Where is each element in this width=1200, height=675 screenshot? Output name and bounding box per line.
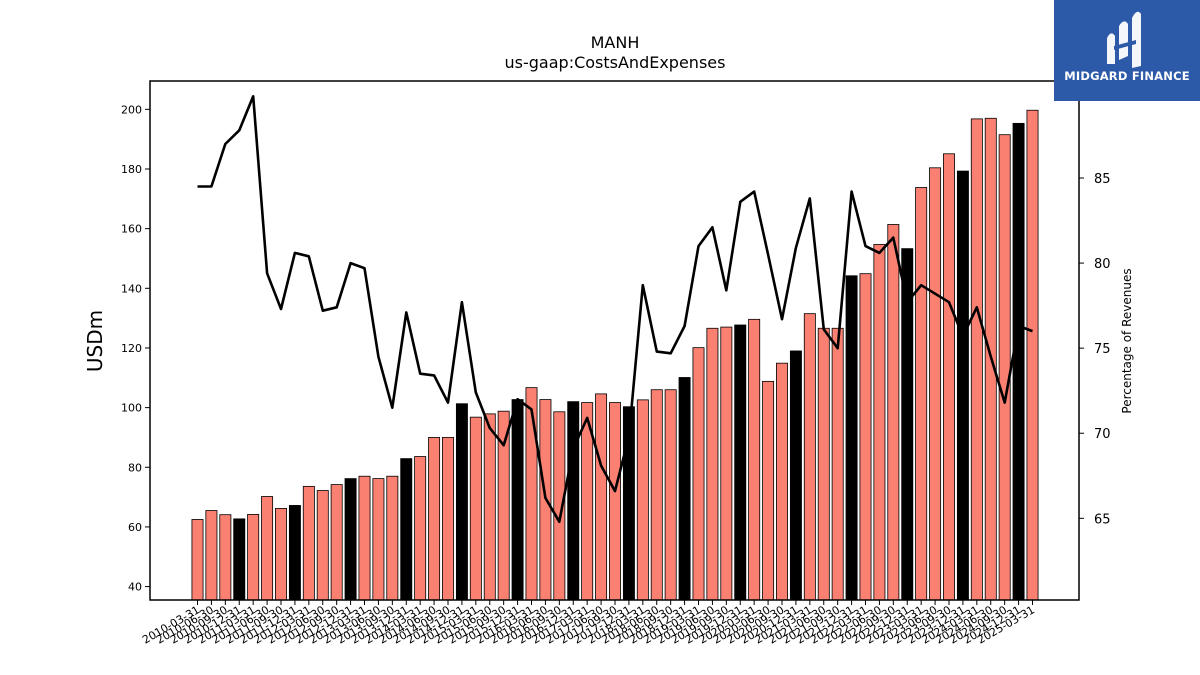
bar-2016-03-31 [525, 387, 538, 601]
y-tick-label: 40 [128, 581, 142, 594]
x-axis: 2010-03-312010-06-302010-09-302010-12-31… [140, 600, 1037, 647]
y-tick-label: 120 [121, 342, 142, 355]
percentage-line [197, 95, 1033, 524]
bar-2025-03-31 [1026, 109, 1039, 601]
bar-2024-09-30 [998, 134, 1011, 601]
bar-2014-03-31 [414, 456, 427, 601]
bar-2012-09-30 [330, 484, 343, 601]
bar-2017-09-30 [609, 402, 621, 601]
bar-2012-12-31 [344, 478, 357, 601]
bar-2022-09-30 [887, 224, 900, 601]
bar-2015-03-31 [469, 416, 482, 601]
bar-2018-12-31 [678, 377, 691, 601]
bar-2019-12-31 [734, 324, 747, 601]
bar-2021-09-30 [831, 327, 844, 601]
y2-tick-label: 80 [1094, 257, 1111, 272]
bar-2015-12-31 [511, 399, 524, 601]
bar-2019-06-30 [706, 327, 719, 601]
y-axis: 40 60 80 100 120 140 160 180 200 [121, 103, 150, 594]
bar-2014-12-31 [455, 403, 468, 601]
bar-2019-09-30 [720, 326, 733, 601]
line-group [197, 95, 1033, 524]
bar-2019-03-31 [692, 347, 705, 601]
brand-logo: MIDGARD FINANCE [1054, 0, 1200, 101]
y2-tick-label: 75 [1094, 342, 1111, 357]
bar-2010-09-30 [219, 514, 232, 601]
bars-group [191, 109, 1039, 601]
bar-2020-03-31 [748, 318, 761, 601]
y-tick-label: 60 [128, 521, 142, 534]
bar-2020-12-31 [789, 350, 802, 601]
bar-2011-03-31 [247, 513, 260, 601]
y2-tick-label: 70 [1094, 427, 1111, 442]
bar-2012-03-31 [302, 485, 315, 601]
bar-2021-03-31 [803, 313, 816, 601]
bar-2010-12-31 [233, 518, 246, 601]
y-tick-label: 200 [121, 103, 142, 116]
bar-2023-03-31 [915, 187, 928, 601]
bar-2018-09-30 [664, 389, 677, 601]
chart-title: MANH [591, 33, 640, 52]
bar-2018-03-31 [636, 399, 649, 601]
bar-2023-09-30 [943, 153, 955, 601]
bar-2023-12-31 [956, 170, 969, 601]
bar-2020-09-30 [776, 362, 788, 601]
bar-2010-03-31 [191, 519, 204, 601]
bar-2016-12-31 [567, 401, 580, 601]
y-tick-label: 140 [121, 282, 142, 295]
bar-2011-06-30 [261, 496, 274, 601]
bar-2013-03-31 [358, 475, 371, 601]
bar-2012-06-30 [316, 490, 329, 601]
bar-2021-06-30 [817, 327, 830, 601]
y-tick-label: 180 [121, 163, 142, 176]
bar-2013-06-30 [372, 478, 385, 601]
y2-tick-label: 85 [1094, 172, 1111, 187]
y2-axis-label: Percentage of Revenues [1120, 268, 1134, 413]
bar-2010-06-30 [205, 510, 218, 601]
brand-name: MIDGARD FINANCE [1064, 69, 1190, 83]
bar-2022-06-30 [873, 244, 886, 601]
y-tick-label: 100 [121, 402, 142, 415]
y-tick-label: 80 [128, 461, 142, 474]
bar-2021-12-31 [845, 275, 858, 601]
y2-axis: 65 70 75 80 85 [1079, 172, 1111, 527]
bar-2011-09-30 [275, 508, 287, 601]
bar-2011-12-31 [288, 505, 301, 601]
brand-mark-icon [1107, 11, 1141, 68]
bar-2013-12-31 [400, 458, 413, 601]
chart-subtitle: us-gaap:CostsAndExpenses [505, 53, 726, 72]
bar-2023-06-30 [929, 167, 942, 601]
y-tick-label: 160 [121, 223, 142, 236]
y-axis-label: USDm [83, 310, 107, 372]
bar-2020-06-30 [762, 380, 775, 601]
bar-2013-09-30 [386, 475, 399, 601]
bar-2014-06-30 [428, 437, 441, 601]
y2-tick-label: 65 [1094, 512, 1111, 527]
bar-2017-06-30 [595, 393, 608, 601]
bar-2024-03-31 [970, 118, 983, 601]
bar-2015-06-30 [483, 413, 496, 601]
bar-2014-09-30 [442, 437, 454, 601]
bar-2024-12-31 [1012, 122, 1025, 601]
bar-2018-06-30 [650, 389, 663, 601]
bar-2022-03-31 [859, 273, 872, 601]
